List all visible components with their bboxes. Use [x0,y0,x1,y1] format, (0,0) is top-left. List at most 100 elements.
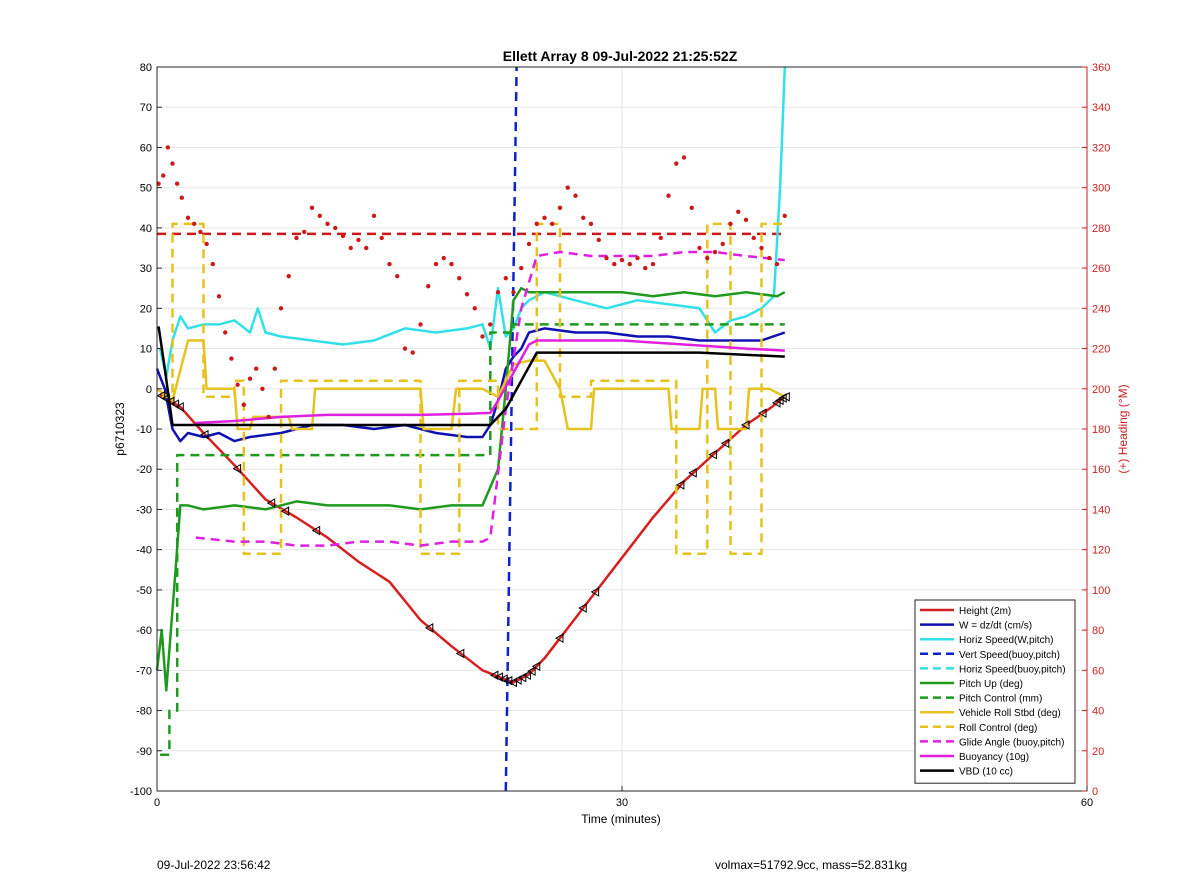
heading-point [241,402,246,408]
right-y-tick-label: 100 [1092,585,1110,597]
heading-point [223,330,228,335]
chart-title: Ellett Array 8 09-Jul-2022 21:25:52Z [503,48,738,64]
right-y-tick-label: 320 [1092,142,1110,154]
heading-point [333,225,338,231]
series-vert-speed-buoy-pitch [504,66,518,792]
dive-marker [720,438,730,449]
dive-marker [758,408,767,419]
right-y-tick-label: 280 [1092,223,1110,235]
left-y-tick-label: -90 [136,746,152,758]
left-y-tick-label: 60 [140,142,152,154]
heading-point [542,215,547,221]
legend-entry: Glide Angle (buoy,pitch) [959,737,1064,748]
left-y-tick-label: 20 [140,303,152,315]
series-vbd-10-cc [157,326,785,427]
series-pitch-up-deg [155,286,786,692]
dive-marker [781,391,790,402]
heading-point [229,356,234,361]
left-y-tick-label: -50 [136,585,152,597]
right-y-tick-label: 340 [1092,102,1110,114]
heading-point [174,181,180,186]
heading-point [426,284,431,289]
series-pitch-control-mm [160,323,785,757]
dive-marker [590,587,600,597]
heading-point [235,382,240,387]
heading-point [395,273,400,279]
left-y-tick-label: -40 [136,545,152,557]
legend-entry: Buoyancy (10g) [959,752,1029,763]
x-tick-label: 0 [154,797,160,809]
footer-timestamp: 09-Jul-2022 23:56:42 [157,858,271,872]
right-y-tick-label: 80 [1092,625,1104,637]
series-horiz-speed-w-pitch [158,66,787,378]
axes: 80706050403020100-10-20-30-40-50-60-70-8… [130,62,1110,809]
legend-entry: Vehicle Roll Stbd (deg) [959,708,1061,719]
legend-entry: Height (2m) [959,606,1011,617]
heading-point [260,386,265,391]
heading-point [658,235,663,241]
heading-point [550,221,555,227]
right-y-tick-label: 300 [1092,183,1110,195]
dive-marker [232,463,242,474]
series-buoyancy-10g [195,339,785,425]
heading-point [418,322,423,327]
left-y-tick-label: 10 [140,344,152,356]
footer-vehicle-info: volmax=51792.9cc, mass=52.831kg [715,858,908,872]
right-y-tick-label: 0 [1092,786,1098,798]
heading-point [192,221,197,227]
heading-point [503,275,508,281]
dive-marker [161,393,170,404]
heading-point [185,215,191,221]
left-y-tick-label: 80 [140,62,152,74]
heading-point [457,275,462,281]
series-glide-angle-buoy-pitch [195,250,785,547]
dive-marker [280,506,290,517]
right-y-tick-label: 200 [1092,384,1110,396]
heading-point [526,241,532,247]
legend-entry: Pitch Control (mm) [959,694,1042,705]
heading-point [216,294,222,299]
left-y-tick-label: -30 [136,504,152,516]
heading-point [254,366,259,371]
heading-point [643,265,648,271]
dive-marker [517,672,527,683]
heading-point [689,205,694,210]
right-y-axis-label: (+) Heading (°M) [1116,384,1130,473]
series-vehicle-roll-stbd-deg [156,339,786,431]
heading-point [179,195,184,200]
heading-point [198,229,203,235]
dive-marker [156,390,166,401]
heading-point [371,213,377,219]
heading-point [728,221,733,227]
dive-marker [554,633,564,644]
heading-point [379,235,384,241]
heading-point [650,261,656,267]
dive-marker [170,399,180,409]
heading-point [480,334,485,339]
heading-point [464,292,470,297]
heading-point [588,221,594,227]
left-y-tick-label: 50 [140,183,152,195]
heading-point [596,237,601,243]
heading-point [674,161,679,166]
dive-marker [531,661,541,672]
dive-marker [740,420,750,430]
dive-marker [311,525,321,536]
legend-box [914,599,1076,784]
legend-entry: Pitch Up (deg) [959,679,1023,690]
heading-point [573,193,578,198]
heading-point [294,235,299,241]
heading-point [581,215,586,221]
heading-point [472,306,477,311]
heading-point [348,245,353,251]
heading-point [767,255,772,261]
dive-marker [455,648,465,659]
right-y-tick-label: 220 [1092,344,1110,356]
heading-point [325,221,330,227]
heading-point [604,255,609,261]
left-y-tick-label: -10 [136,424,152,436]
left-y-axis-label: p6710323 [113,402,127,456]
dive-marker [513,675,522,685]
legend: Height (2m) W = dz/dt (cm/s) Horiz Speed(W… [914,599,1076,784]
left-y-tick-label: 70 [140,102,152,114]
